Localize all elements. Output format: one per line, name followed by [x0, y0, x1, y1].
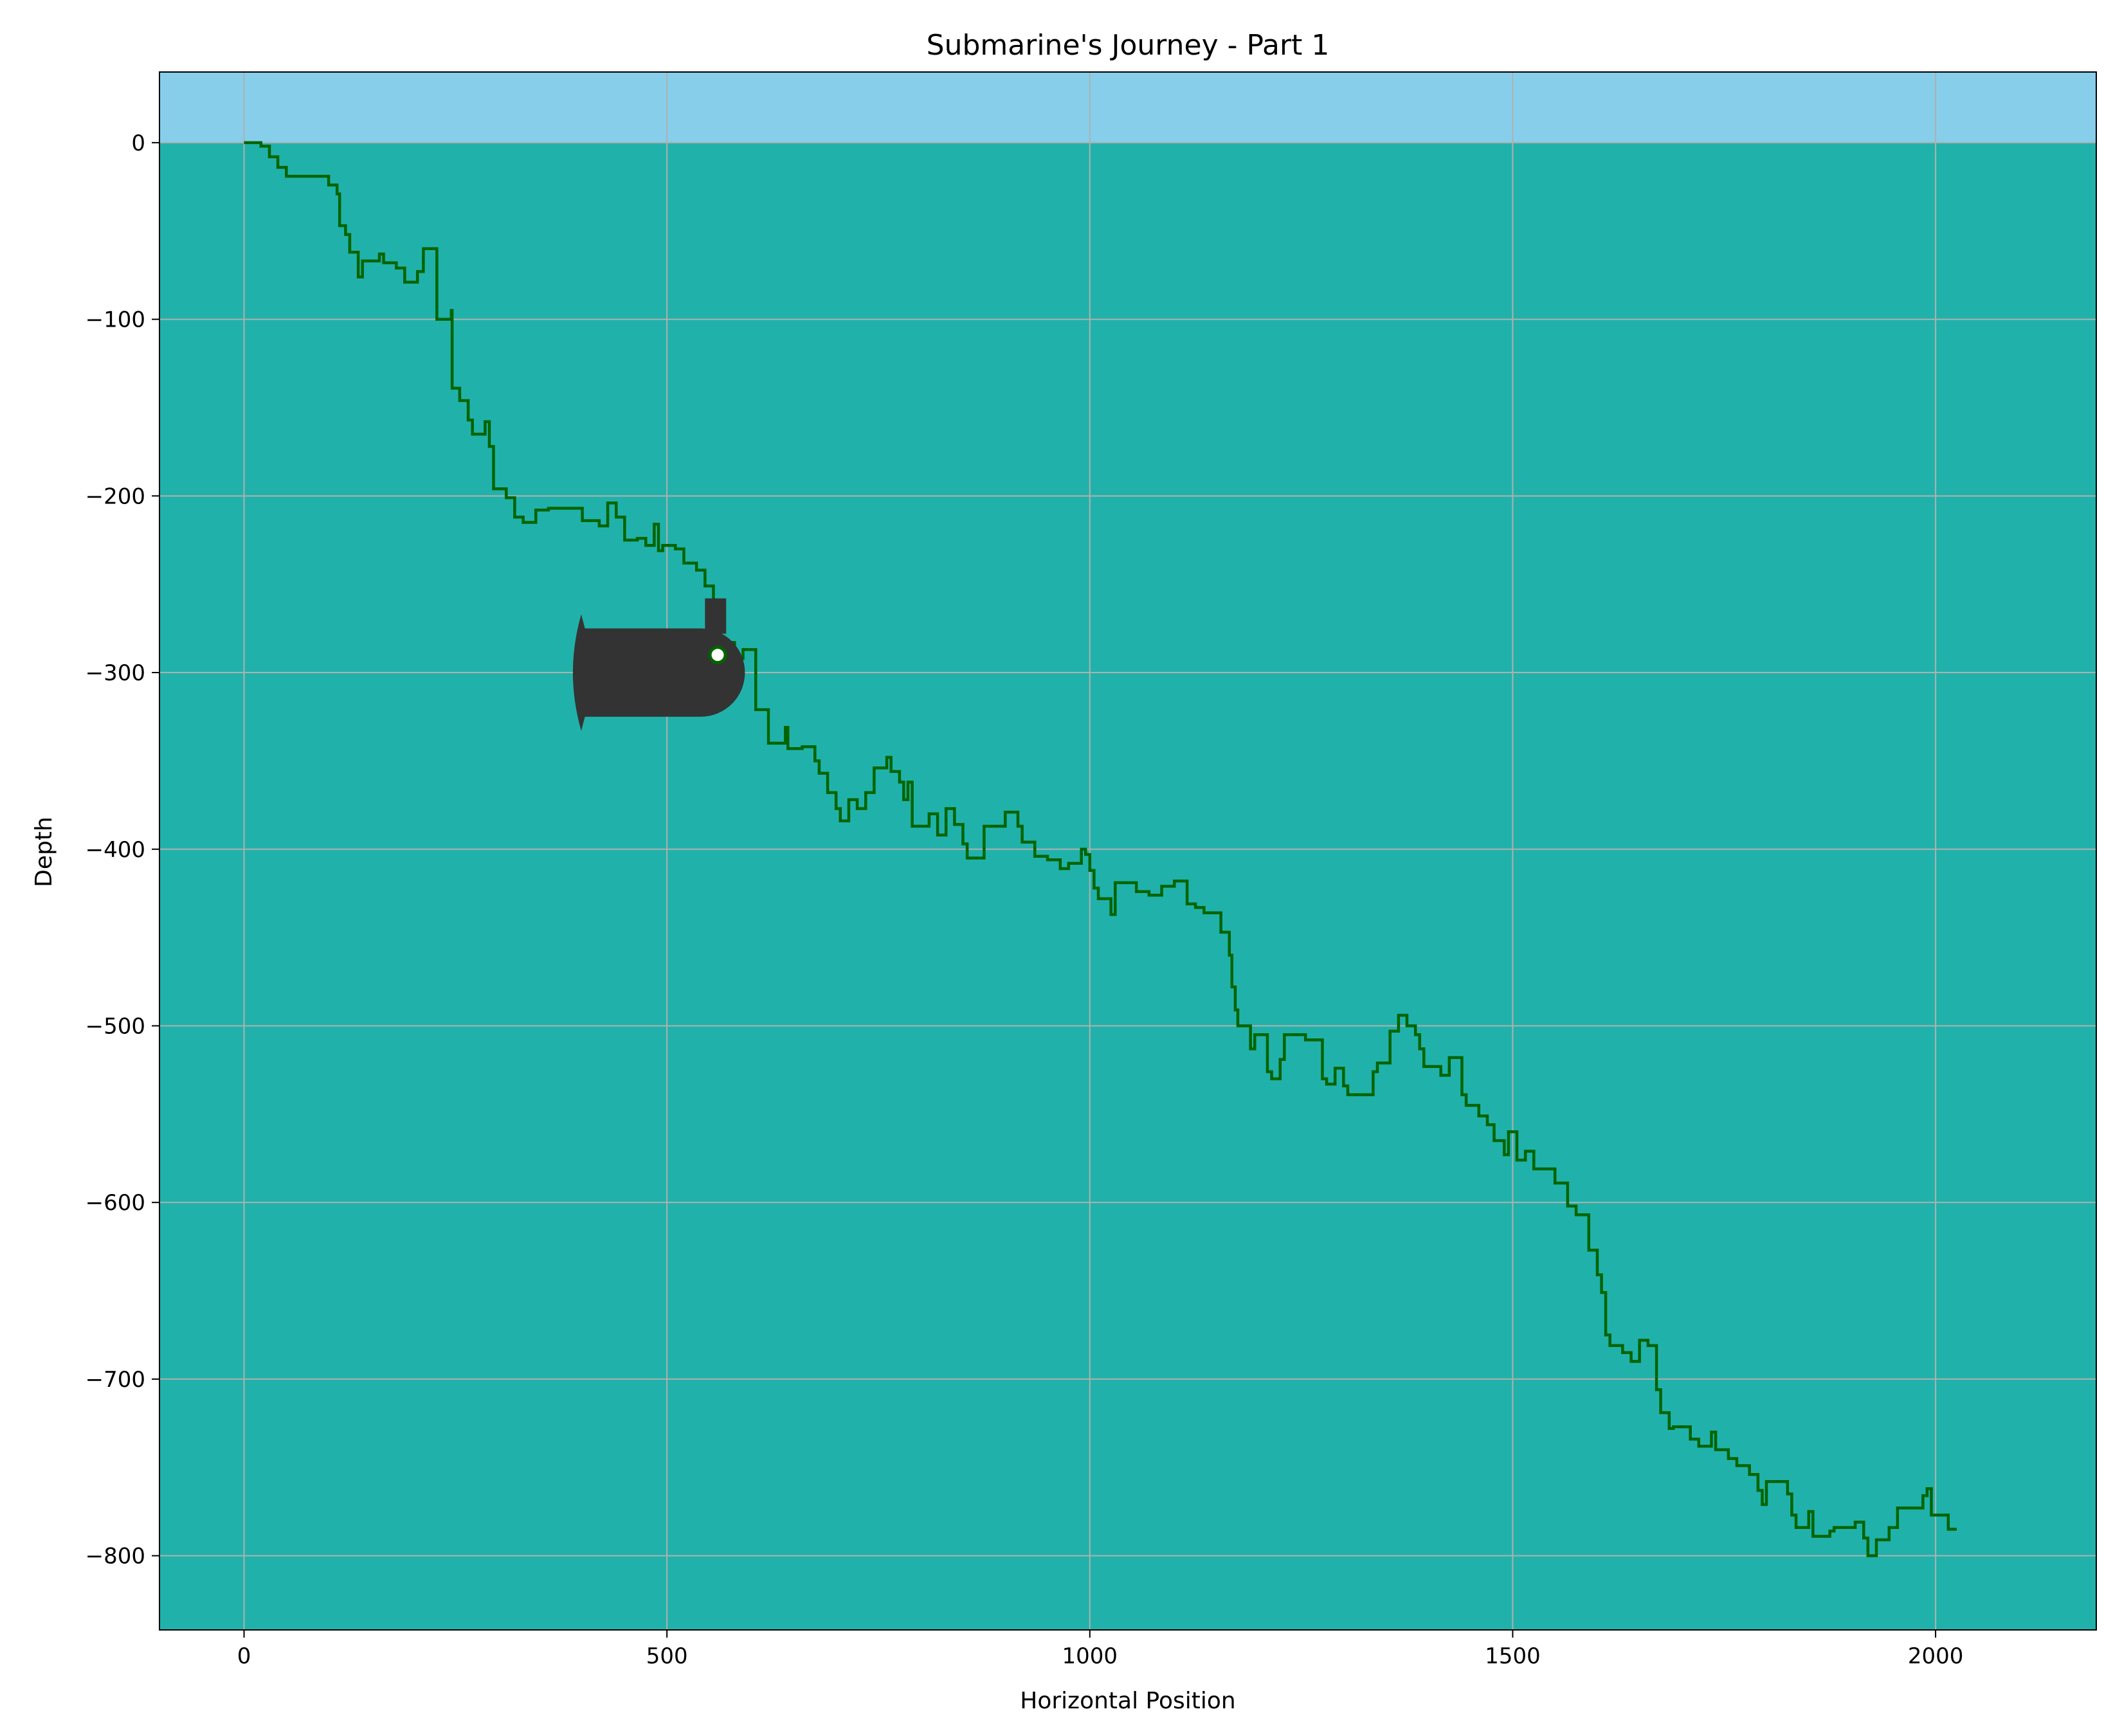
- y-tick-label-4: −400: [86, 837, 145, 863]
- y-tick-label-8: −800: [86, 1544, 145, 1569]
- y-axis-label: Depth: [31, 817, 57, 887]
- submarine-path-line: [244, 141, 1957, 1557]
- x-axis-ticks: 0 500 1000 1500 2000: [237, 1630, 1964, 1669]
- submarine-icon: [572, 598, 745, 731]
- submarine-conning-tower: [705, 598, 727, 634]
- y-tick-label-1: −100: [86, 307, 145, 333]
- x-tick-label-2: 1000: [1062, 1643, 1118, 1669]
- y-axis-ticks: 0 −100 −200 −300 −400 −500 −600 −700 −800: [86, 131, 159, 1569]
- x-tick-label-3: 1500: [1485, 1643, 1541, 1669]
- y-tick-label-6: −600: [86, 1190, 145, 1216]
- sky-background: [159, 72, 2096, 143]
- chart-title: Submarine's Journey - Part 1: [927, 29, 1330, 62]
- x-axis-label: Horizontal Position: [1020, 1688, 1235, 1714]
- y-tick-label-0: 0: [131, 131, 145, 156]
- y-tick-label-2: −200: [86, 484, 145, 509]
- submarine-tail-fin: [572, 614, 585, 731]
- plot-area: [159, 71, 2097, 1631]
- x-tick-label-4: 2000: [1908, 1643, 1964, 1669]
- x-tick-label-0: 0: [237, 1643, 251, 1669]
- grid-lines: [159, 72, 2096, 1630]
- x-tick-label-1: 500: [646, 1643, 688, 1669]
- y-tick-label-3: −300: [86, 660, 145, 686]
- y-tick-label-7: −700: [86, 1367, 145, 1393]
- submarine-hull: [582, 628, 745, 717]
- plot-frame: [159, 71, 2097, 1631]
- water-background: [159, 72, 2096, 1630]
- submarine-position-marker: [708, 646, 727, 665]
- y-tick-label-5: −500: [86, 1013, 145, 1039]
